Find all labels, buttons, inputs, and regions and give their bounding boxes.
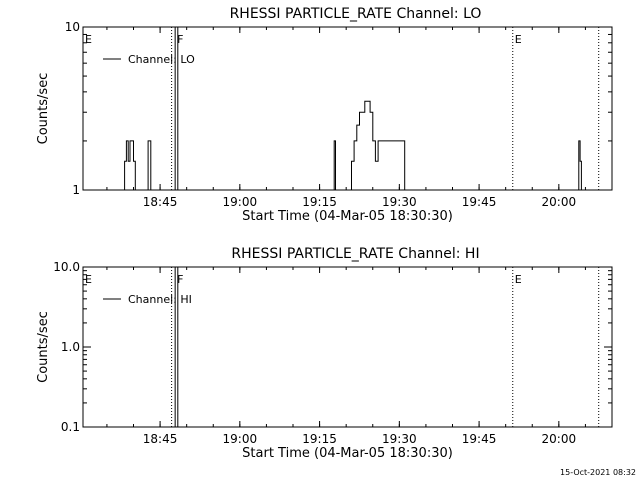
x-tick-label: 20:00 [542,432,577,446]
y-tick-label: 1 [72,183,80,197]
x-tick-label: 20:00 [542,195,577,209]
event-marker-label: E [515,33,522,46]
legend-label: Channel: HI [128,293,192,306]
lo-channel-panel: RHESSI PARTICLE_RATE Channel: LO 18:45 19:… [36,6,613,224]
y-axis-label: Counts/sec [36,73,51,145]
x-tick-label: 19:30 [382,195,417,209]
chart-title: RHESSI PARTICLE_RATE Channel: HI [231,246,479,262]
x-tick-label: 19:30 [382,432,417,446]
x-tick-label: 19:00 [223,195,258,209]
plot-frame [82,26,613,191]
footer-timestamp: 15-Oct-2021 08:32 [560,468,636,477]
y-tick-label: 10 [65,20,80,34]
legend-label: Channel: LO [128,53,195,66]
series-line [122,100,582,191]
x-tick-label: 19:45 [462,195,497,209]
event-marker-label: E [85,273,92,286]
y-tick-label: 0.1 [61,420,80,434]
event-marker-label: E [85,33,92,46]
y-tick-label: 1.0 [61,340,80,354]
x-tick-label: 19:45 [462,432,497,446]
x-axis-label: Start Time (04-Mar-05 18:30:30) [242,446,453,461]
x-axis-label: Start Time (04-Mar-05 18:30:30) [242,209,453,224]
x-tick-label: 18:45 [143,432,178,446]
plot-frame [82,266,613,428]
y-tick-label: 10.0 [53,260,80,274]
x-tick-label: 19:00 [223,432,258,446]
y-axis-label: Counts/sec [36,311,51,383]
chart-title: RHESSI PARTICLE_RATE Channel: LO [230,6,482,22]
event-marker-label: E [515,273,522,286]
x-tick-label: 19:15 [302,432,337,446]
x-tick-label: 19:15 [302,195,337,209]
hi-channel-panel: RHESSI PARTICLE_RATE Channel: HI 18:45 19:… [36,246,613,461]
x-tick-label: 18:45 [143,195,178,209]
event-marker-label: F [177,33,183,46]
event-marker-label: F [177,273,183,286]
